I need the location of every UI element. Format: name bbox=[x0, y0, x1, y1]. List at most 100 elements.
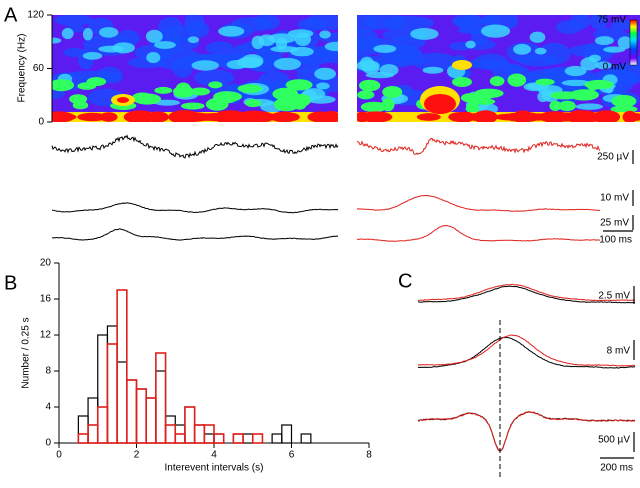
spectrogram-blob bbox=[379, 64, 399, 77]
y-tick-label: 120 bbox=[27, 10, 44, 21]
spectrogram-blob bbox=[233, 112, 252, 122]
scale-label: 10 mV bbox=[600, 193, 629, 204]
spectrogram-blob bbox=[480, 24, 511, 38]
y-tick-label: 12 bbox=[40, 330, 52, 341]
histogram-bar bbox=[97, 334, 109, 444]
spectrogram-blob bbox=[117, 97, 129, 103]
histogram-bar bbox=[193, 424, 206, 444]
histogram-bar bbox=[194, 424, 205, 444]
spectrogram-blob bbox=[569, 92, 597, 100]
spectrogram-blob bbox=[517, 53, 560, 67]
spectrogram-blob bbox=[77, 82, 97, 90]
histogram-bar bbox=[242, 433, 254, 444]
histogram-bar bbox=[116, 361, 128, 444]
spectrogram-blob bbox=[594, 36, 614, 46]
trace bbox=[417, 410, 636, 452]
spectrogram-blob bbox=[357, 90, 375, 100]
spectrogram-blob bbox=[187, 36, 200, 44]
spectrogram-blob bbox=[561, 79, 591, 87]
spectrogram-blob bbox=[314, 67, 337, 80]
traces bbox=[51, 134, 636, 452]
spectrogram-blob bbox=[424, 94, 456, 114]
spectrogram-blob bbox=[158, 16, 183, 38]
spectrogram-blob bbox=[190, 87, 211, 96]
scale-label: 100 ms bbox=[599, 235, 632, 246]
spectrogram-blob bbox=[534, 47, 547, 55]
histogram-bar bbox=[174, 433, 186, 444]
spectrogram-blob bbox=[306, 95, 336, 104]
trace bbox=[417, 283, 635, 302]
panel-label: B bbox=[4, 272, 17, 294]
spectrogram-blob bbox=[357, 111, 370, 122]
spectrogram-blob bbox=[529, 31, 546, 43]
panel-label: A bbox=[4, 4, 18, 26]
spectrogram-blob bbox=[590, 15, 608, 30]
histogram-bar bbox=[87, 424, 99, 444]
spectrogram-blob bbox=[154, 99, 181, 106]
scale-label: 25 mV bbox=[600, 218, 629, 229]
trace bbox=[356, 194, 601, 212]
histogram-bar bbox=[232, 433, 244, 444]
spectrogram-blob bbox=[564, 65, 587, 77]
histogram-bar bbox=[145, 397, 157, 444]
y-tick-label: 60 bbox=[33, 63, 45, 74]
histogram-bar bbox=[77, 415, 89, 444]
x-axis-label: Interevent intervals (s) bbox=[165, 463, 264, 474]
scale-label: 2.5 mV bbox=[598, 291, 630, 302]
spectrogram-blob bbox=[452, 60, 472, 70]
x-tick-label: 0 bbox=[56, 450, 62, 461]
spectrogram-blob bbox=[145, 29, 163, 43]
y-tick-label: 4 bbox=[45, 402, 51, 413]
histogram-bar bbox=[213, 433, 225, 444]
histogram-bar bbox=[145, 397, 157, 444]
spectrogram-blob bbox=[154, 41, 176, 49]
spectrogram-blob bbox=[549, 100, 562, 112]
spectrogram-blob bbox=[416, 113, 441, 121]
spectrograms bbox=[52, 15, 640, 122]
spectrogram-blob bbox=[489, 76, 505, 87]
spectrogram-blob bbox=[598, 110, 621, 122]
spectrogram-blob bbox=[457, 111, 475, 122]
histogram-bar bbox=[135, 388, 147, 444]
trace bbox=[356, 137, 601, 156]
y-tick-label: 0 bbox=[38, 117, 44, 128]
histogram-bar bbox=[116, 289, 128, 444]
spectrogram-blob bbox=[57, 113, 77, 121]
spectrogram-blob bbox=[410, 28, 439, 40]
spectrogram-blob bbox=[180, 102, 205, 110]
histogram-bar bbox=[96, 406, 109, 444]
histogram-bar bbox=[271, 433, 283, 444]
spectrogram-blob bbox=[273, 97, 300, 112]
spectrogram-blob bbox=[154, 86, 173, 94]
spectrogram-blob bbox=[568, 44, 618, 58]
spectrogram-blob bbox=[112, 42, 135, 54]
spectrogram-blob bbox=[362, 62, 380, 75]
spectrogram-blob bbox=[57, 83, 72, 91]
spectrogram-blob bbox=[213, 91, 239, 104]
spectrogram-blob bbox=[535, 78, 555, 86]
spectrogram-blob bbox=[168, 110, 201, 122]
histogram-bar bbox=[232, 433, 244, 444]
spectrogram-blob bbox=[603, 46, 626, 53]
spectrogram-blob bbox=[473, 53, 509, 71]
spectrogram-blob bbox=[595, 61, 612, 70]
spectrogram-blob bbox=[285, 113, 300, 121]
spectrogram-blob bbox=[422, 66, 444, 74]
spectrogram-blob bbox=[513, 43, 532, 55]
trace bbox=[51, 134, 339, 159]
histogram-bar bbox=[155, 352, 167, 444]
scale-label: 500 µV bbox=[598, 435, 630, 446]
histogram-bar bbox=[164, 424, 177, 444]
trace bbox=[356, 224, 601, 242]
histogram-bar bbox=[213, 433, 225, 444]
spectrogram-blob bbox=[358, 79, 381, 92]
x-tick-label: 2 bbox=[134, 450, 140, 461]
trace bbox=[418, 285, 636, 304]
y-axis-label: Number / 0.25 s bbox=[21, 317, 32, 388]
spectrogram-blob bbox=[381, 97, 395, 112]
spectrogram-blob bbox=[494, 113, 524, 121]
trace bbox=[51, 202, 339, 214]
spectrogram-blob bbox=[473, 110, 498, 122]
scale-bars bbox=[600, 150, 635, 459]
